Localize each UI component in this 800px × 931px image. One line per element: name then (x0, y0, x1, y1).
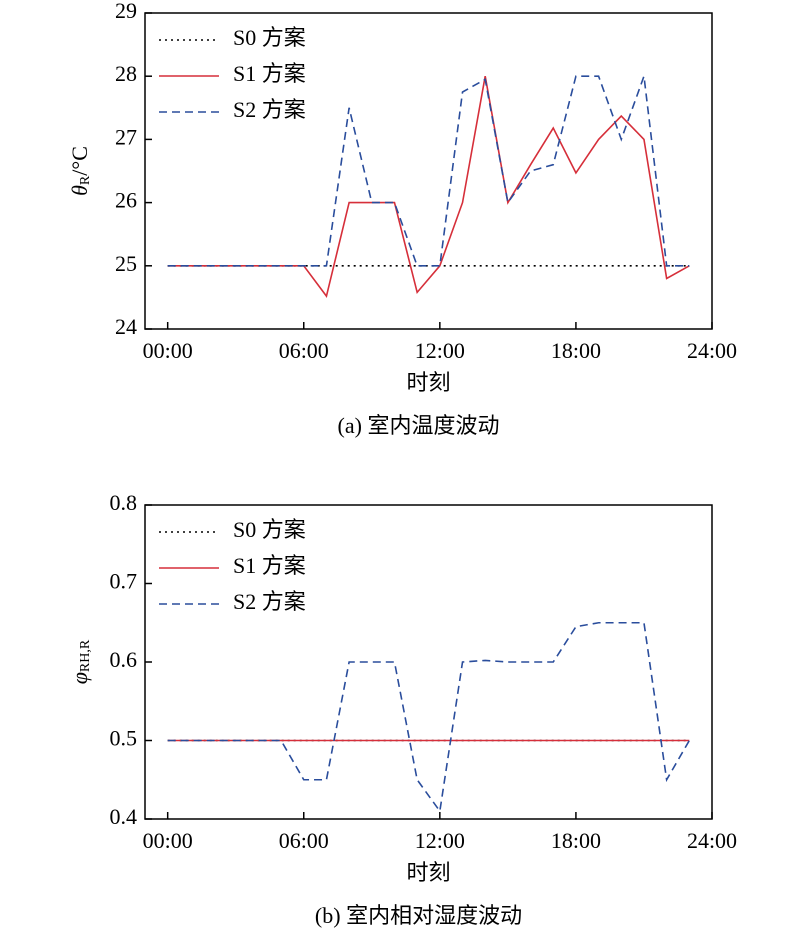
x-tick-label: 12:00 (415, 828, 465, 853)
x-tick-label: 06:00 (279, 828, 329, 853)
legend-label: S2 方案 (233, 589, 306, 614)
x-tick-label: 06:00 (279, 338, 329, 363)
x-tick-label: 24:00 (687, 338, 737, 363)
y-axis-label-part: φ (67, 672, 92, 684)
legend-label: S0 方案 (233, 25, 306, 50)
y-tick-label: 0.8 (110, 490, 138, 515)
legend-label: S1 方案 (233, 61, 306, 86)
y-tick-label: 26 (115, 188, 137, 213)
caption: (b) 室内相对湿度波动 (315, 903, 522, 928)
series-line (167, 76, 690, 298)
legend-label: S0 方案 (233, 517, 306, 542)
y-tick-label: 24 (115, 314, 137, 339)
y-tick-label: 0.4 (110, 804, 138, 829)
legend-label: S2 方案 (233, 97, 306, 122)
plot-frame (144, 12, 713, 330)
x-tick-label: 00:00 (143, 828, 193, 853)
caption: (a) 室内温度波动 (338, 413, 500, 438)
y-tick-label: 25 (115, 251, 137, 276)
legend-label: S1 方案 (233, 553, 306, 578)
x-tick-label: 18:00 (551, 338, 601, 363)
y-axis-label-part: RH,R (78, 639, 93, 672)
y-axis-label: θR/°C (67, 146, 93, 196)
y-tick-label: 29 (115, 0, 137, 23)
x-tick-label: 18:00 (551, 828, 601, 853)
y-tick-label: 27 (115, 124, 137, 149)
x-tick-label: 24:00 (687, 828, 737, 853)
y-axis-label-part: θ (67, 185, 92, 196)
y-axis-label: φRH,R (67, 639, 93, 684)
y-tick-label: 28 (115, 61, 137, 86)
x-axis-label: 时刻 (406, 370, 450, 395)
plot-frame (144, 504, 713, 820)
series-line (167, 75, 690, 267)
y-tick-label: 0.6 (110, 647, 138, 672)
x-tick-label: 00:00 (143, 338, 193, 363)
series-line (167, 621, 691, 814)
y-tick-label: 0.7 (110, 569, 138, 594)
x-axis-label: 时刻 (406, 860, 450, 885)
y-axis-label-part: R (78, 175, 93, 185)
x-tick-label: 12:00 (415, 338, 465, 363)
y-axis-label-part: /°C (67, 146, 92, 176)
y-tick-label: 0.5 (110, 726, 138, 751)
